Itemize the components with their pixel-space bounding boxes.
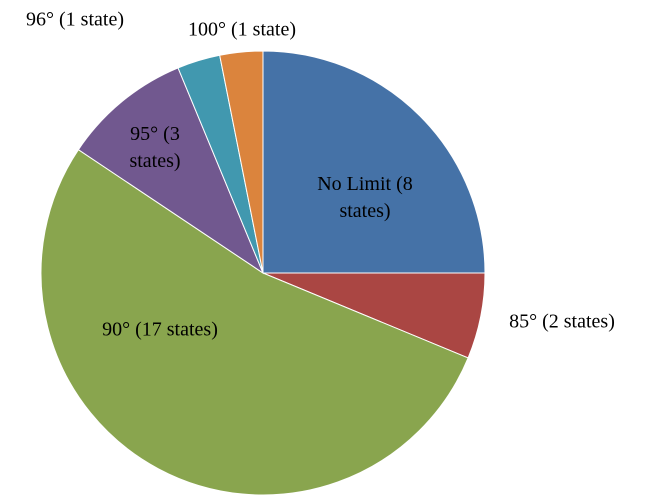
pie-slice — [77, 67, 265, 275]
pie-slice — [40, 148, 469, 496]
pie-slice — [219, 50, 264, 274]
slice-label: 95° (3 states) — [129, 123, 181, 172]
slice-label: 100° (1 state) — [188, 18, 296, 41]
slice-label: 90° (17 states) — [102, 318, 218, 341]
slice-label: 96° (1 state) — [26, 8, 124, 31]
slice-label: 85° (2 states) — [509, 310, 615, 333]
pie-slice — [262, 50, 486, 274]
slice-label: No Limit (8 states) — [317, 173, 413, 222]
